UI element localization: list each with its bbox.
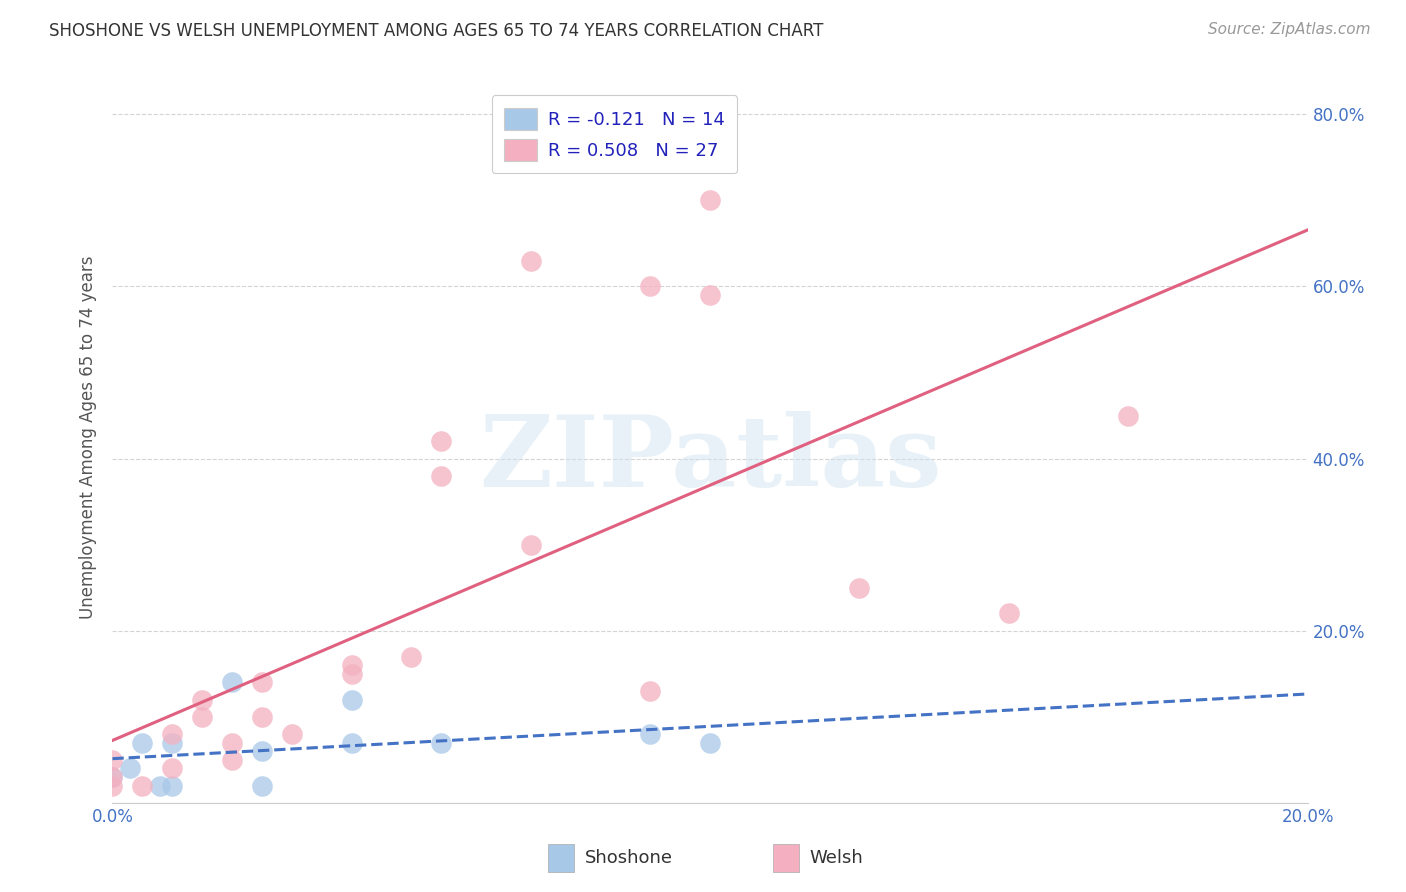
- Text: Source: ZipAtlas.com: Source: ZipAtlas.com: [1208, 22, 1371, 37]
- Text: Shoshone: Shoshone: [585, 849, 673, 867]
- Text: Welsh: Welsh: [810, 849, 863, 867]
- Point: [430, 468, 453, 483]
- Point: [401, 649, 423, 664]
- Point: [191, 692, 214, 706]
- Point: [250, 710, 273, 724]
- Point: [162, 761, 183, 775]
- Point: [221, 753, 243, 767]
- Point: [430, 735, 453, 749]
- Point: [520, 253, 543, 268]
- Point: [162, 735, 183, 749]
- Point: [281, 727, 304, 741]
- Point: [998, 607, 1021, 621]
- Point: [149, 779, 172, 793]
- Point: [250, 779, 273, 793]
- Legend: R = -0.121   N = 14, R = 0.508   N = 27: R = -0.121 N = 14, R = 0.508 N = 27: [492, 95, 737, 173]
- Point: [430, 434, 453, 449]
- Point: [101, 770, 124, 784]
- Point: [221, 735, 243, 749]
- Point: [640, 727, 662, 741]
- Point: [520, 538, 543, 552]
- Point: [120, 761, 142, 775]
- Point: [162, 779, 183, 793]
- Point: [640, 279, 662, 293]
- Point: [1118, 409, 1140, 423]
- Text: SHOSHONE VS WELSH UNEMPLOYMENT AMONG AGES 65 TO 74 YEARS CORRELATION CHART: SHOSHONE VS WELSH UNEMPLOYMENT AMONG AGE…: [49, 22, 824, 40]
- Y-axis label: Unemployment Among Ages 65 to 74 years: Unemployment Among Ages 65 to 74 years: [79, 255, 97, 619]
- Point: [848, 581, 870, 595]
- Point: [250, 744, 273, 758]
- Point: [340, 692, 363, 706]
- Point: [699, 735, 721, 749]
- Point: [131, 735, 153, 749]
- Point: [250, 675, 273, 690]
- Point: [340, 658, 363, 673]
- Point: [340, 666, 363, 681]
- Point: [101, 779, 124, 793]
- Point: [101, 770, 124, 784]
- Point: [340, 735, 363, 749]
- Point: [131, 779, 153, 793]
- Point: [162, 727, 183, 741]
- Point: [699, 194, 721, 208]
- Point: [699, 288, 721, 302]
- Text: ZIPatlas: ZIPatlas: [479, 410, 941, 508]
- Point: [640, 684, 662, 698]
- Point: [101, 753, 124, 767]
- Point: [221, 675, 243, 690]
- Point: [191, 710, 214, 724]
